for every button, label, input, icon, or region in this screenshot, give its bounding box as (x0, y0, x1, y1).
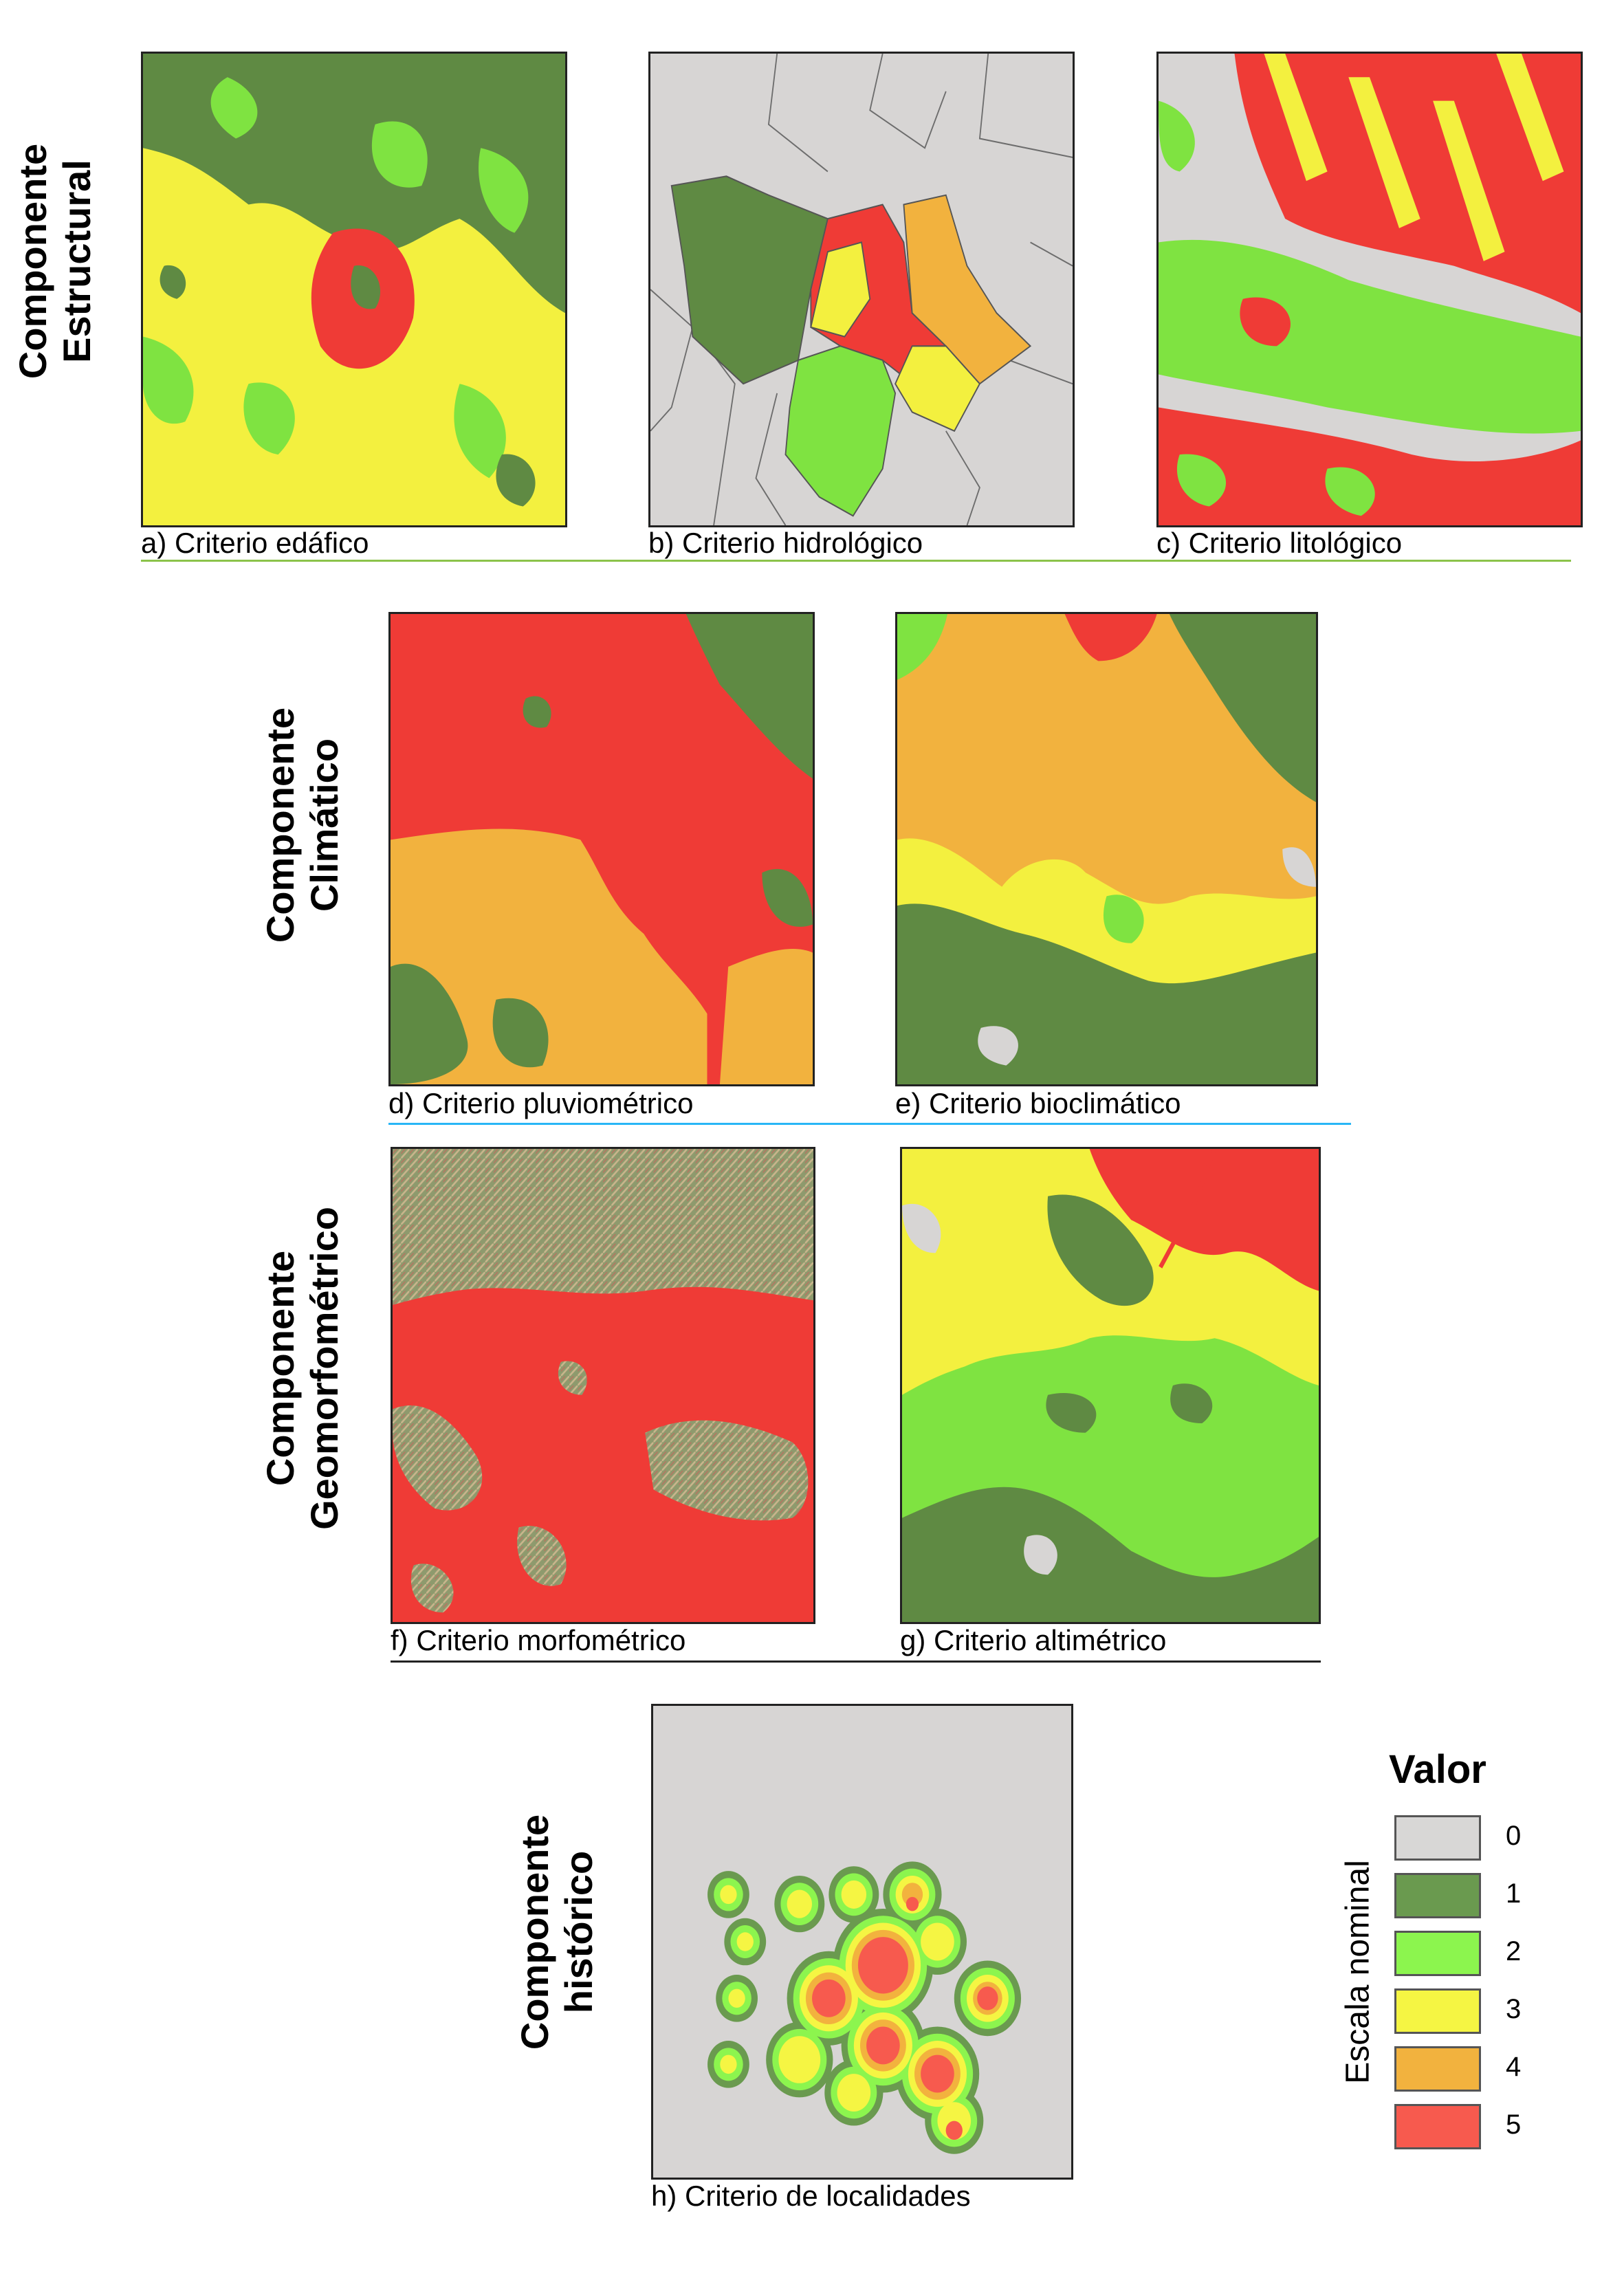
legend-axis-label: Escala nominal (1339, 1860, 1376, 2084)
map-altimetrico-graphic (902, 1149, 1319, 1622)
map-litologico-graphic (1159, 54, 1581, 525)
legend-swatch-4 (1394, 2046, 1481, 2092)
component-label-geomorfometrico: Componente Geomorfométrico (259, 1207, 346, 1530)
legend-value-0: 0 (1506, 1821, 1522, 1851)
legend-value-4: 4 (1506, 2052, 1522, 2082)
map-litologico (1156, 52, 1583, 527)
component-label-climatico: Componente Climático (259, 707, 346, 943)
caption-c: c) Criterio litológico (1156, 527, 1403, 559)
map-pluviometrico-graphic (391, 614, 813, 1084)
caption-b: b) Criterio hidrológico (648, 527, 923, 559)
caption-h: h) Criterio de localidades (651, 2180, 971, 2212)
map-bioclimatico (895, 612, 1318, 1086)
legend-swatch-3 (1394, 1988, 1481, 2034)
component-label-estructural: Componente Estructural (11, 143, 98, 380)
legend-value-3: 3 (1506, 1994, 1522, 2024)
legend-swatch-2 (1394, 1931, 1481, 1976)
map-bioclimatico-graphic (897, 614, 1316, 1084)
map-hidrologico-graphic (650, 54, 1073, 525)
structural-rule (141, 560, 1571, 562)
climatic-rule (388, 1123, 1351, 1125)
map-edafico (141, 52, 567, 527)
component-label-historico: Componente histórico (513, 1814, 600, 2050)
caption-f: f) Criterio morfométrico (391, 1624, 686, 1656)
map-morfometrico-graphic (393, 1149, 813, 1622)
caption-g: g) Criterio altimétrico (900, 1624, 1167, 1656)
legend-swatch-0 (1394, 1815, 1481, 1861)
legend-value-5: 5 (1506, 2109, 1522, 2140)
map-pluviometrico (388, 612, 815, 1086)
map-hidrologico (648, 52, 1075, 527)
legend-value-1: 1 (1506, 1878, 1522, 1909)
legend-title: Valor (1389, 1747, 1486, 1792)
map-altimetrico (900, 1147, 1321, 1624)
geomorph-rule (391, 1660, 1321, 1663)
caption-e: e) Criterio bioclimático (895, 1087, 1181, 1119)
caption-a: a) Criterio edáfico (141, 527, 369, 559)
map-morfometrico (391, 1147, 815, 1624)
map-edafico-graphic (143, 54, 565, 525)
caption-d: d) Criterio pluviométrico (388, 1087, 694, 1119)
map-localidades (651, 1704, 1073, 2180)
legend-value-2: 2 (1506, 1936, 1522, 1966)
legend-swatch-1 (1394, 1873, 1481, 1918)
legend-swatch-5 (1394, 2104, 1481, 2149)
map-localidades-graphic (653, 1706, 1071, 2178)
